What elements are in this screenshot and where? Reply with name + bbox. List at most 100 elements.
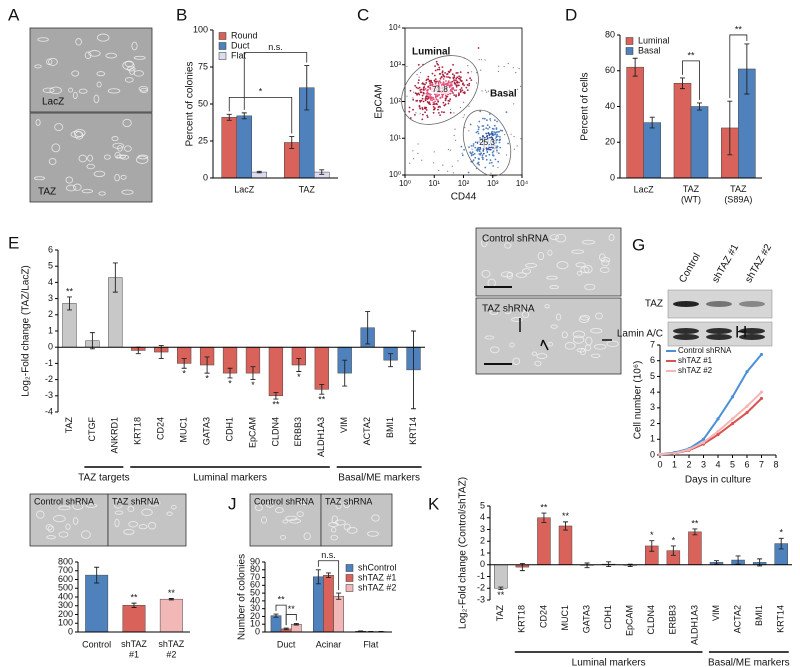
cell-event — [474, 141, 477, 144]
cell-event — [505, 154, 508, 156]
cell-event — [496, 149, 498, 152]
cell-event — [426, 101, 429, 103]
cell-event — [421, 118, 424, 121]
cell-event — [452, 92, 454, 94]
cell — [297, 501, 309, 505]
cell-event — [472, 145, 475, 147]
error-bar — [714, 560, 719, 565]
cell-event — [484, 166, 487, 169]
x-tick-label: LacZ — [634, 184, 655, 194]
error-bar — [273, 613, 279, 618]
point — [759, 390, 764, 394]
error-bar — [66, 296, 72, 311]
cell-event — [498, 141, 501, 144]
cell-event — [462, 82, 464, 85]
error-bar — [670, 545, 676, 556]
micrograph — [29, 112, 153, 203]
cell — [595, 312, 603, 320]
x-tick-label: GATA3 — [201, 417, 211, 445]
point — [701, 440, 706, 445]
cell — [265, 501, 275, 508]
y-tick-label: 700 — [58, 565, 73, 575]
comparison-label: ** — [735, 24, 743, 34]
cell-event — [486, 124, 489, 127]
y-tick-label: 10⁰ — [389, 170, 401, 179]
cell-event — [449, 111, 452, 114]
cell-event — [434, 65, 436, 67]
y-tick-label: 80 — [250, 564, 260, 574]
significance: ** — [168, 588, 176, 598]
y-tick-label: 4 — [480, 512, 485, 522]
x-tick-label: ANKRD1 — [110, 417, 120, 454]
y-tick-label: 6 — [48, 244, 53, 254]
cell-event — [432, 106, 435, 108]
cell-event — [431, 99, 433, 102]
cell-event — [417, 92, 420, 95]
x-tick-label: TAZ — [299, 184, 316, 194]
error-bar — [727, 100, 733, 156]
cell-event — [448, 86, 451, 89]
bar — [85, 574, 109, 633]
cell — [504, 242, 512, 249]
cell-event — [491, 127, 494, 130]
cell-event — [415, 112, 417, 114]
cell — [113, 499, 123, 509]
cell-event — [489, 118, 492, 120]
legend-label: shTAZ #1 — [678, 356, 713, 365]
cell-event — [491, 130, 493, 133]
cell-event — [412, 108, 414, 111]
cell-event — [449, 98, 452, 101]
cell-event — [463, 92, 466, 95]
bar — [221, 117, 237, 179]
x-tick-label: 6 — [744, 459, 749, 469]
cell — [334, 519, 346, 526]
cell-event — [499, 138, 501, 141]
error-bar — [541, 512, 547, 523]
cell — [122, 61, 135, 70]
cell-event — [492, 134, 495, 137]
error-bar — [692, 528, 698, 536]
band — [739, 328, 765, 334]
cell-event — [431, 81, 433, 84]
cell-event — [432, 83, 434, 86]
gate — [401, 55, 479, 125]
cell — [481, 269, 491, 278]
cell — [72, 502, 84, 510]
cell-event — [496, 133, 498, 136]
cell-event — [421, 82, 424, 85]
y-axis-label: Cell number (10⁶) — [633, 361, 644, 440]
image-label: LacZ — [42, 97, 64, 108]
cell — [48, 57, 58, 66]
cell-event — [426, 116, 429, 118]
cell-event — [455, 94, 457, 96]
error-bar — [326, 572, 331, 579]
cell-event — [441, 111, 443, 113]
x-tick-label: EpCAM — [625, 605, 635, 636]
cell — [371, 514, 380, 522]
panel-label: A — [8, 5, 20, 24]
x-tick-label: 2 — [686, 459, 691, 469]
y-tick-label: 70 — [250, 572, 260, 582]
error-bar — [319, 169, 325, 175]
cell-event — [465, 79, 468, 82]
cell — [549, 285, 560, 290]
group-label: Luminal markers — [572, 658, 646, 667]
cell-event — [518, 68, 520, 70]
cell-event — [468, 105, 470, 107]
cell-event — [437, 100, 439, 103]
row-label: TAZ — [645, 299, 663, 310]
cell — [46, 58, 53, 66]
cell — [107, 88, 121, 94]
cell-event — [453, 112, 455, 114]
cell — [114, 510, 124, 515]
y-tick-label: 60 — [250, 580, 260, 590]
cell — [96, 81, 102, 88]
cell-event — [451, 73, 454, 76]
panel-label: K — [428, 494, 440, 513]
cell — [138, 85, 149, 92]
cell — [564, 341, 576, 350]
cell-event — [425, 109, 428, 111]
cell-event — [424, 111, 426, 114]
cell — [70, 130, 83, 138]
cell-event — [492, 154, 494, 156]
